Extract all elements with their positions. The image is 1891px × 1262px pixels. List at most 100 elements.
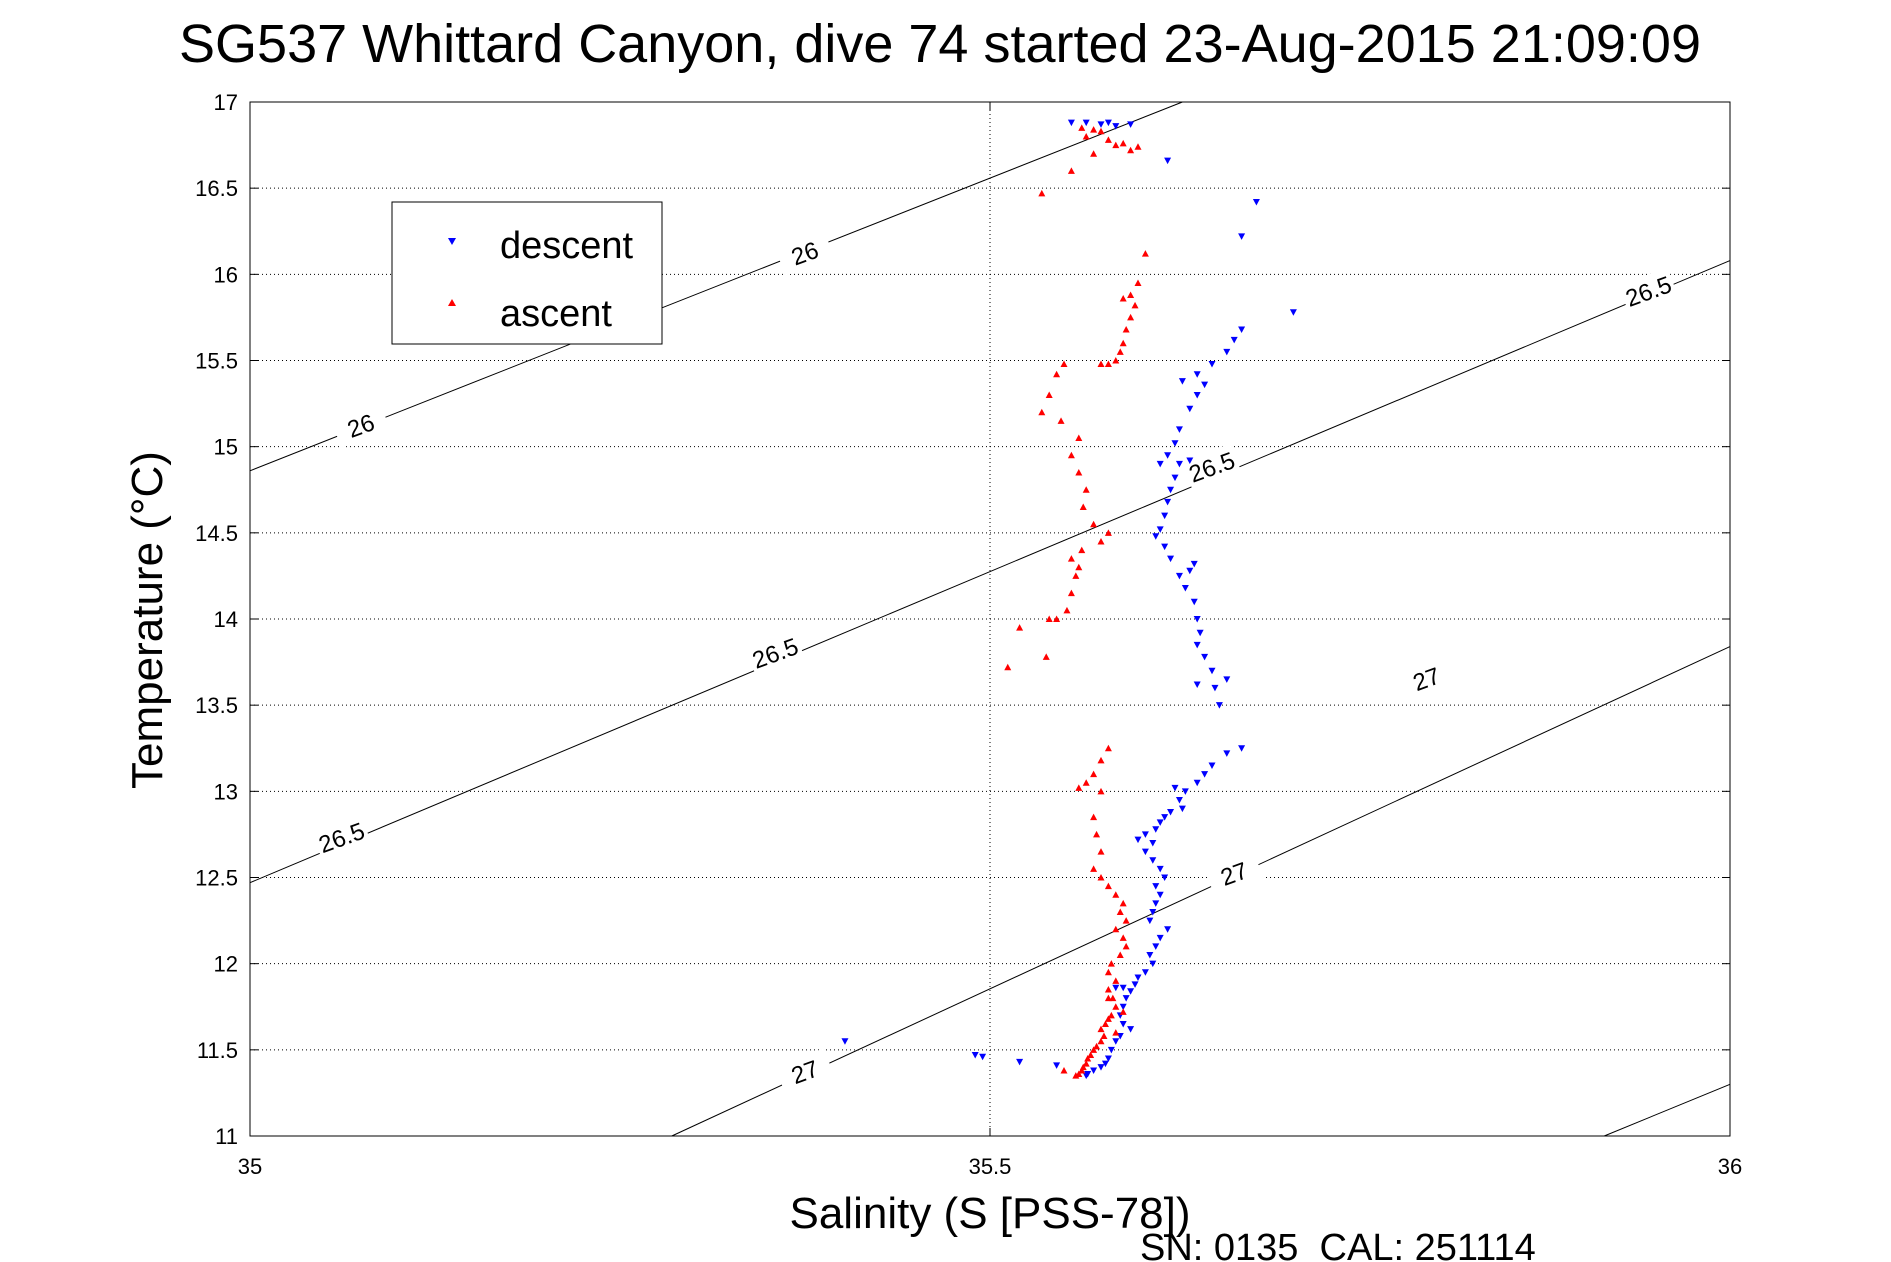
y-tick-label: 13 bbox=[214, 779, 238, 804]
descent-point bbox=[1186, 457, 1194, 464]
ascent-point bbox=[1119, 294, 1127, 302]
ascent-point bbox=[1119, 934, 1127, 941]
ascent-point bbox=[1093, 830, 1101, 838]
contour-label-bg bbox=[775, 229, 835, 276]
ascent-point bbox=[1078, 1067, 1086, 1074]
descent-point bbox=[1223, 676, 1231, 683]
ascent-point bbox=[1104, 1015, 1112, 1022]
ascent-point bbox=[1127, 313, 1135, 321]
descent-point bbox=[1164, 926, 1172, 933]
y-tick-label: 11 bbox=[215, 1124, 238, 1149]
descent-point bbox=[1122, 995, 1130, 1002]
ascent-point bbox=[1078, 124, 1086, 131]
ascent-point bbox=[1112, 925, 1120, 933]
descent-point bbox=[841, 1038, 849, 1045]
descent-point bbox=[1134, 974, 1142, 981]
descent-point bbox=[1164, 452, 1172, 459]
ascent-point bbox=[1116, 348, 1124, 355]
descent-point bbox=[1181, 788, 1189, 795]
y-tick-label: 14.5 bbox=[195, 521, 238, 546]
ascent-point bbox=[1090, 813, 1098, 821]
y-tick-label: 16 bbox=[214, 262, 238, 287]
ascent-point bbox=[1067, 555, 1075, 562]
y-tick-label: 15.5 bbox=[195, 349, 238, 374]
descent-point bbox=[1201, 771, 1209, 778]
legend-ascent-marker bbox=[448, 299, 456, 306]
descent-point bbox=[1164, 498, 1172, 506]
descent-point bbox=[1149, 960, 1157, 968]
descent-point bbox=[1152, 883, 1160, 890]
ascent-point bbox=[1097, 1037, 1105, 1045]
descent-point bbox=[1141, 848, 1149, 856]
ascent-point bbox=[1097, 787, 1105, 795]
descent-point bbox=[1104, 1055, 1112, 1062]
descent-point bbox=[1178, 805, 1186, 813]
descent-point bbox=[1252, 198, 1260, 206]
y-tick-label: 13.5 bbox=[195, 693, 238, 718]
descent-point bbox=[1119, 984, 1127, 992]
contour-label-bg bbox=[775, 1048, 835, 1095]
ascent-point bbox=[1097, 360, 1105, 367]
descent-point bbox=[1112, 984, 1120, 992]
ascent-point bbox=[1112, 1029, 1120, 1036]
descent-point bbox=[1201, 381, 1209, 389]
descent-point bbox=[1171, 784, 1179, 792]
contour-label-bg bbox=[311, 813, 371, 860]
ascent-point bbox=[1038, 408, 1046, 416]
ascent-point bbox=[1104, 529, 1112, 536]
descent-point bbox=[1186, 567, 1194, 575]
axis-ticks: 35 35.5 36 11 11.5 12 12.5 13 13.5 14 14.5 15 15.5 16… bbox=[195, 90, 1742, 1179]
descent-point bbox=[1156, 526, 1164, 533]
ascent-point bbox=[1104, 360, 1112, 367]
legend-descent-marker bbox=[448, 238, 456, 245]
descent-point bbox=[1161, 874, 1169, 881]
ascent-point bbox=[1134, 143, 1142, 150]
descent-point bbox=[1201, 653, 1209, 661]
ascent-point bbox=[1112, 357, 1120, 364]
contour-label-bg bbox=[1396, 655, 1456, 702]
descent-point bbox=[1171, 440, 1179, 447]
ascent-point bbox=[1122, 942, 1130, 950]
series-descent bbox=[841, 119, 1297, 1080]
descent-point bbox=[1112, 1038, 1120, 1045]
descent-point bbox=[1156, 891, 1164, 899]
descent-point bbox=[1289, 309, 1297, 316]
descent-point bbox=[1152, 900, 1160, 907]
descent-point bbox=[1193, 616, 1201, 623]
descent-point bbox=[1238, 745, 1246, 752]
ascent-point bbox=[1127, 146, 1135, 154]
descent-point bbox=[1208, 762, 1216, 769]
contour-label-bg bbox=[331, 402, 391, 449]
ascent-point bbox=[1067, 451, 1075, 459]
descent-point bbox=[1193, 391, 1201, 399]
descent-point bbox=[1167, 809, 1175, 816]
ascent-point bbox=[1078, 546, 1086, 554]
descent-point bbox=[1190, 598, 1198, 606]
descent-point bbox=[1230, 336, 1238, 344]
y-tick-label: 16.5 bbox=[195, 176, 238, 201]
descent-point bbox=[1082, 1072, 1090, 1080]
ascent-point bbox=[1122, 917, 1130, 924]
ascent-point bbox=[1131, 301, 1139, 309]
descent-point bbox=[1107, 1046, 1115, 1054]
descent-point bbox=[1175, 426, 1183, 433]
descent-point bbox=[1090, 1067, 1098, 1075]
ascent-point bbox=[1109, 994, 1117, 1002]
descent-point bbox=[1146, 917, 1154, 925]
ascent-point bbox=[1107, 1011, 1115, 1019]
ascent-point bbox=[1075, 563, 1083, 571]
descent-point bbox=[1238, 326, 1246, 333]
descent-point bbox=[1161, 543, 1169, 551]
series-ascent bbox=[1004, 124, 1149, 1079]
ascent-point bbox=[1090, 520, 1098, 528]
ascent-point bbox=[1104, 994, 1112, 1002]
descent-point bbox=[1161, 814, 1169, 821]
y-tick-label: 15 bbox=[214, 435, 238, 460]
footer-serial-calibration: SN: 0135 CAL: 251114 bbox=[1140, 1227, 1536, 1262]
ascent-point bbox=[1097, 756, 1105, 764]
ascent-point bbox=[1097, 1025, 1105, 1033]
chart-title: SG537 Whittard Canyon, dive 74 started 2… bbox=[179, 14, 1701, 74]
descent-point bbox=[1141, 831, 1149, 838]
descent-point bbox=[1193, 681, 1201, 688]
ascent-point bbox=[1016, 624, 1024, 631]
